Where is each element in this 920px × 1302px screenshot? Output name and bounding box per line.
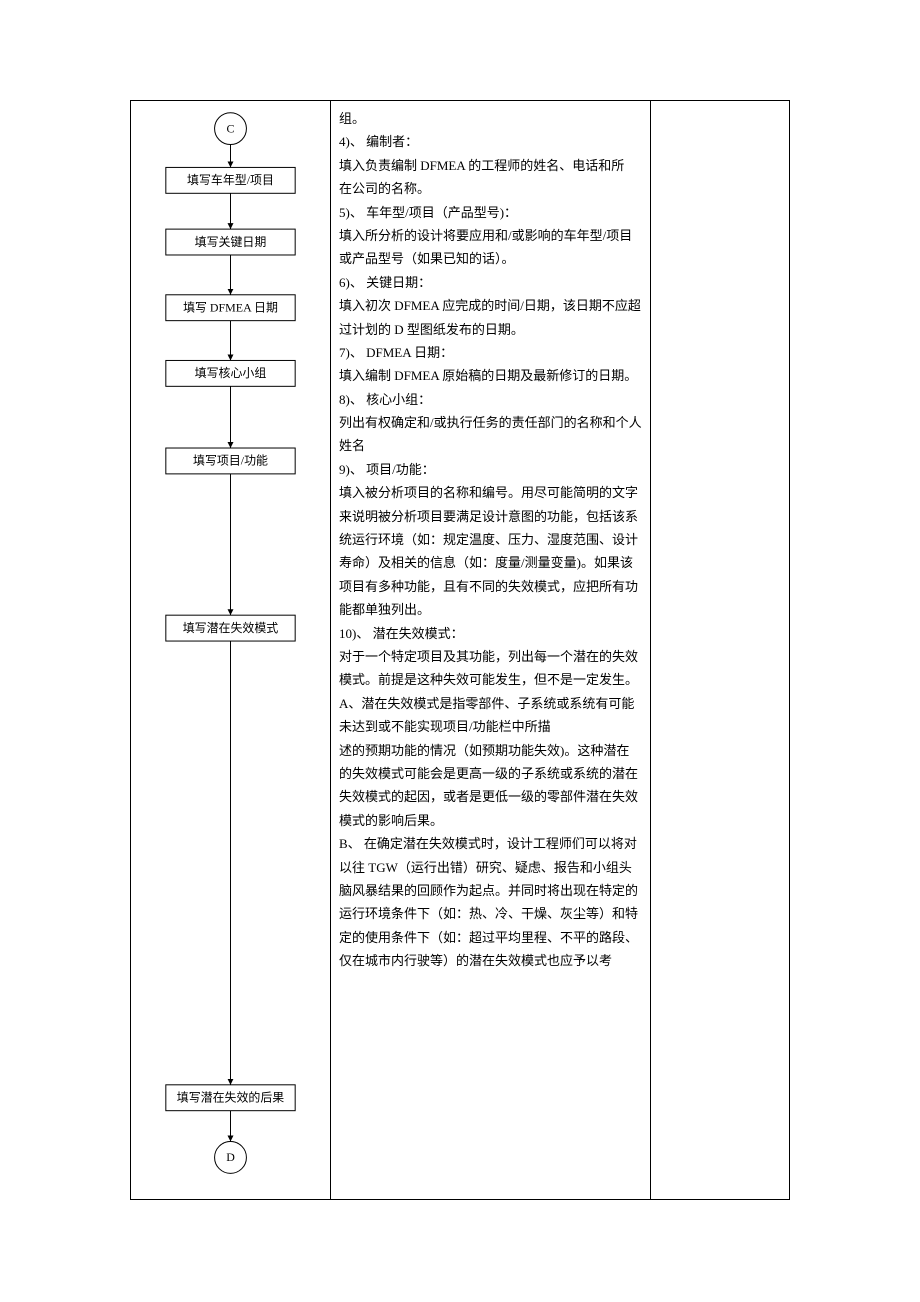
description-line: 对于一个特定项目及其功能，列出每一个潜在的失效模式。前提是这种失效可能发生，但不… [339,645,642,692]
description-line: 在公司的名称。 [339,177,642,200]
flow-step-label: 填写车年型/项目 [187,172,274,187]
flow-connector-label: D [226,1150,235,1164]
description-line: 组。 [339,107,642,130]
description-line: 填入被分析项目的名称和编号。用尽可能简明的文字来说明被分析项目要满足设计意图的功… [339,481,642,621]
flow-step-label: 填写关键日期 [195,235,267,249]
flow-step-label: 填写潜在失效模式 [183,620,279,635]
description-line: 填入所分析的设计将要应用和/或影响的车年型/项目或产品型号（如果已知的话）。 [339,224,642,271]
description-line: 6)、 关键日期： [339,271,642,294]
document-table: C填写车年型/项目填写关键日期填写 DFMEA 日期填写核心小组填写项目/功能填… [130,100,790,1200]
description-line: 9)、 项目/功能： [339,458,642,481]
description-line: 列出有权确定和/或执行任务的责任部门的名称和个人姓名 [339,411,642,458]
description-line: 10)、 潜在失效模式： [339,622,642,645]
description-line: 填入负责编制 DFMEA 的工程师的姓名、电话和所 [339,154,642,177]
description-line: 述的预期功能的情况（如预期功能失效)。这种潜在的失效模式可能会是更高一级的子系统… [339,739,642,833]
description-line: B、 在确定潜在失效模式时，设计工程师们可以将对以往 TGW（运行出错）研究、疑… [339,832,642,972]
flowchart-column: C填写车年型/项目填写关键日期填写 DFMEA 日期填写核心小组填写项目/功能填… [131,101,331,1199]
description-line: 填入编制 DFMEA 原始稿的日期及最新修订的日期。 [339,364,642,387]
flow-step-label: 填写潜在失效的后果 [177,1089,285,1104]
flow-step-label: 填写 DFMEA 日期 [183,300,278,314]
flow-step-label: 填写项目/功能 [193,454,268,468]
description-line: A、潜在失效模式是指零部件、子系统或系统有可能未达到或不能实现项目/功能栏中所描 [339,692,642,739]
flow-step-label: 填写核心小组 [195,366,267,380]
description-line: 填入初次 DFMEA 应完成的时间/日期，该日期不应超过计划的 D 型图纸发布的… [339,294,642,341]
flowchart-svg: C填写车年型/项目填写关键日期填写 DFMEA 日期填写核心小组填写项目/功能填… [131,101,330,1199]
flow-connector-label: C [227,121,235,135]
description-column: 组。4)、 编制者：填入负责编制 DFMEA 的工程师的姓名、电话和所在公司的名… [331,101,651,1199]
description-line: 8)、 核心小组： [339,388,642,411]
description-line: 7)、 DFMEA 日期： [339,341,642,364]
empty-column [651,101,789,1199]
description-line: 5)、 车年型/项目（产品型号)： [339,201,642,224]
description-line: 4)、 编制者： [339,130,642,153]
